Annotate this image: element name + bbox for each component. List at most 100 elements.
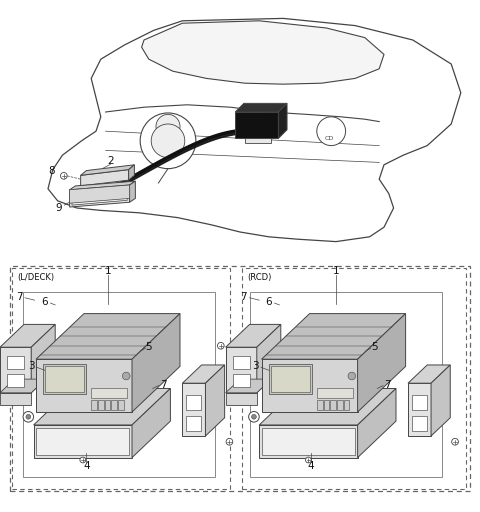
Polygon shape: [45, 366, 84, 392]
Polygon shape: [412, 395, 427, 410]
Polygon shape: [0, 379, 46, 393]
Polygon shape: [132, 389, 170, 458]
Bar: [242, 268, 466, 489]
Polygon shape: [337, 400, 343, 410]
Polygon shape: [344, 400, 349, 410]
Polygon shape: [205, 365, 225, 436]
Bar: [10, 266, 470, 491]
Polygon shape: [91, 388, 127, 398]
Text: 1: 1: [333, 266, 339, 276]
Circle shape: [156, 114, 180, 138]
Circle shape: [151, 124, 185, 158]
Text: 6: 6: [41, 296, 48, 307]
Polygon shape: [330, 400, 336, 410]
Polygon shape: [34, 425, 132, 458]
Text: CD: CD: [324, 136, 334, 141]
Bar: [12, 268, 230, 489]
Polygon shape: [431, 365, 450, 436]
Polygon shape: [111, 400, 117, 410]
Polygon shape: [226, 325, 281, 347]
Text: 7: 7: [384, 379, 391, 390]
Polygon shape: [7, 356, 24, 369]
Polygon shape: [235, 112, 278, 138]
Circle shape: [317, 117, 346, 145]
Polygon shape: [235, 103, 287, 112]
Circle shape: [348, 372, 356, 380]
Circle shape: [226, 438, 233, 445]
Text: (RCD): (RCD): [247, 273, 272, 282]
Polygon shape: [81, 165, 134, 175]
Polygon shape: [81, 169, 129, 186]
Text: 4: 4: [83, 461, 90, 471]
Polygon shape: [278, 103, 287, 138]
Circle shape: [452, 438, 458, 445]
Polygon shape: [105, 400, 110, 410]
Polygon shape: [142, 21, 384, 84]
Polygon shape: [262, 428, 355, 455]
Circle shape: [306, 457, 312, 463]
Polygon shape: [226, 347, 257, 393]
Polygon shape: [186, 416, 202, 431]
Polygon shape: [72, 186, 127, 205]
Polygon shape: [233, 356, 250, 369]
Polygon shape: [262, 313, 406, 359]
Polygon shape: [358, 389, 396, 458]
Polygon shape: [129, 165, 134, 180]
Text: 5: 5: [145, 342, 152, 352]
Polygon shape: [0, 393, 31, 405]
Circle shape: [122, 372, 130, 380]
Polygon shape: [262, 359, 358, 412]
Polygon shape: [269, 364, 312, 394]
Polygon shape: [132, 313, 180, 412]
Polygon shape: [43, 364, 86, 394]
Text: (L/DECK): (L/DECK): [17, 273, 54, 282]
Polygon shape: [36, 359, 132, 412]
Circle shape: [252, 414, 256, 419]
Text: 2: 2: [107, 156, 114, 166]
Circle shape: [80, 457, 85, 463]
Polygon shape: [259, 389, 396, 425]
Polygon shape: [257, 325, 281, 393]
Polygon shape: [317, 400, 323, 410]
Polygon shape: [7, 374, 24, 387]
Text: 7: 7: [160, 379, 167, 390]
Polygon shape: [259, 425, 358, 458]
Circle shape: [249, 412, 259, 422]
Polygon shape: [70, 185, 130, 203]
Polygon shape: [182, 383, 205, 436]
Polygon shape: [412, 416, 427, 431]
Polygon shape: [48, 18, 461, 242]
Bar: [250, 292, 442, 477]
Polygon shape: [98, 400, 104, 410]
Circle shape: [140, 113, 196, 168]
Polygon shape: [0, 325, 55, 347]
Polygon shape: [233, 374, 250, 387]
Polygon shape: [70, 185, 130, 207]
Polygon shape: [118, 400, 124, 410]
Polygon shape: [182, 365, 225, 383]
Bar: [245, 124, 271, 143]
Text: 6: 6: [265, 296, 272, 307]
Text: 8: 8: [48, 165, 55, 176]
Text: 7: 7: [16, 292, 23, 302]
Polygon shape: [91, 400, 97, 410]
Text: 3: 3: [252, 361, 259, 371]
Polygon shape: [36, 428, 129, 455]
Text: 3: 3: [28, 361, 35, 371]
Polygon shape: [226, 379, 271, 393]
Text: 7: 7: [240, 292, 247, 302]
Polygon shape: [408, 365, 450, 383]
Polygon shape: [36, 313, 180, 359]
Circle shape: [23, 412, 34, 422]
Polygon shape: [271, 366, 310, 392]
Text: 9: 9: [55, 203, 62, 213]
Text: 5: 5: [371, 342, 378, 352]
Polygon shape: [34, 389, 170, 425]
Polygon shape: [186, 395, 202, 410]
Polygon shape: [358, 313, 406, 412]
Polygon shape: [317, 388, 353, 398]
Polygon shape: [226, 393, 257, 405]
Polygon shape: [324, 400, 329, 410]
Polygon shape: [130, 181, 135, 202]
Bar: [23, 292, 215, 477]
